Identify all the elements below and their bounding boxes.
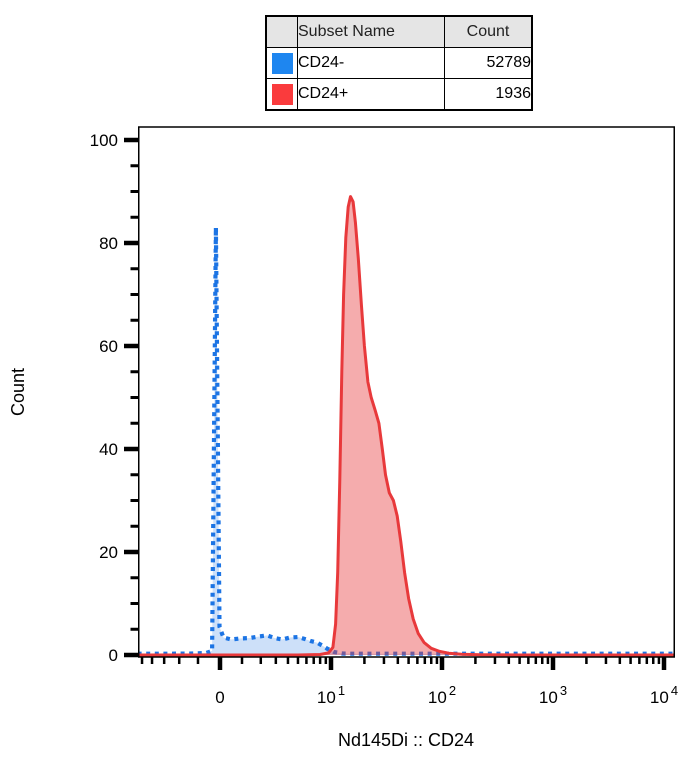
x-minor-tick [363, 657, 366, 664]
y-major-tick [124, 549, 139, 555]
y-minor-tick [130, 267, 139, 271]
axis-ticks [124, 137, 667, 670]
x-minor-tick [638, 657, 641, 664]
x-minor-tick [629, 657, 632, 664]
y-major-tick [124, 240, 139, 246]
x-tick-label: 0 [215, 688, 224, 707]
legend-swatch-header-cell [265, 15, 298, 48]
x-minor-tick [196, 657, 200, 664]
x-minor-tick [540, 657, 544, 664]
x-minor-tick [140, 657, 144, 664]
y-minor-tick [130, 602, 139, 605]
axis-tick-labels: 0 20 40 60 80 100 0 10 1 10 2 10 3 10 4 [90, 131, 678, 707]
histogram-curves [138, 195, 675, 657]
y-minor-tick [130, 164, 139, 168]
y-axis-title: Count [8, 368, 28, 416]
x-major-tick [661, 657, 667, 670]
table-row: CD24+ 1936 [265, 78, 533, 111]
x-minor-tick [604, 657, 608, 664]
plot-frame [138, 126, 675, 658]
x-minor-tick [259, 657, 263, 664]
legend-subset-header: Subset Name [297, 15, 445, 48]
y-major-tick [124, 446, 139, 452]
y-tick-label: 60 [99, 337, 118, 356]
x-minor-tick [518, 657, 521, 664]
x-minor-tick [177, 657, 181, 664]
y-major-tick [124, 137, 139, 143]
x-minor-tick [162, 657, 166, 664]
legend-swatch-cell [265, 78, 298, 111]
y-minor-tick [130, 190, 139, 193]
x-tick-label: 10 2 [428, 683, 456, 707]
x-major-tick [550, 657, 556, 670]
y-minor-tick [130, 576, 139, 580]
x-minor-tick [618, 657, 622, 664]
x-minor-tick [416, 657, 419, 664]
y-minor-tick [130, 524, 139, 528]
y-tick-label: 80 [99, 234, 118, 253]
x-tick-label: 10 3 [539, 683, 567, 707]
y-minor-tick [130, 370, 139, 374]
x-axis-title: Nd145Di :: CD24 [338, 730, 474, 750]
x-minor-tick [240, 657, 244, 664]
subset-count-cell: 52789 [444, 47, 533, 79]
x-minor-tick [429, 657, 433, 664]
legend-table: Subset Name Count CD24- 52789 CD24+ 1936 [265, 15, 533, 111]
table-row: CD24- 52789 [265, 47, 533, 79]
subset-count-cell: 1936 [444, 78, 533, 111]
x-tick-label: 10 4 [650, 683, 678, 707]
x-minor-tick [274, 657, 278, 664]
y-minor-tick [130, 421, 139, 425]
x-minor-tick [150, 657, 154, 664]
x-minor-tick [305, 657, 308, 664]
x-minor-tick [546, 657, 550, 664]
subset-name-cell: CD24+ [297, 78, 445, 111]
x-minor-tick [585, 657, 588, 664]
x-minor-tick [324, 657, 328, 664]
y-tick-label: 40 [99, 440, 118, 459]
x-tick-label: 10 1 [317, 683, 345, 707]
x-minor-tick [534, 657, 538, 664]
x-minor-tick [407, 657, 410, 664]
subset-name-cell: CD24- [297, 47, 445, 79]
x-major-tick [439, 657, 445, 670]
y-minor-tick [130, 499, 139, 502]
x-minor-tick [651, 657, 655, 664]
cd24-neg-color-swatch [271, 52, 293, 74]
x-minor-tick [527, 657, 530, 664]
y-minor-tick [130, 473, 139, 477]
x-minor-tick [645, 657, 649, 664]
x-minor-tick [396, 657, 400, 664]
series-line-CD24+ [138, 195, 675, 657]
y-tick-label: 0 [109, 646, 118, 665]
legend-swatch-cell [265, 47, 298, 79]
y-tick-label: 20 [99, 543, 118, 562]
y-major-tick [124, 652, 139, 658]
cd24-pos-color-swatch [271, 83, 293, 105]
x-minor-tick [657, 657, 661, 664]
x-minor-tick [474, 657, 477, 664]
series-line-CD24- [138, 225, 675, 656]
x-minor-tick [423, 657, 427, 664]
x-minor-tick [296, 657, 300, 664]
x-minor-tick [318, 657, 322, 664]
y-minor-tick [130, 627, 139, 631]
y-major-tick [124, 343, 139, 349]
y-minor-tick [130, 396, 139, 399]
x-major-tick [328, 657, 334, 670]
legend-header-row: Subset Name Count [265, 15, 533, 48]
x-minor-tick [286, 657, 290, 664]
x-minor-tick [507, 657, 511, 664]
y-minor-tick [130, 293, 139, 296]
x-minor-tick [493, 657, 497, 664]
x-minor-tick [312, 657, 315, 664]
x-minor-tick [435, 657, 439, 664]
y-tick-label: 100 [90, 131, 118, 150]
y-minor-tick [130, 215, 139, 219]
x-major-tick [217, 657, 223, 670]
x-minor-tick [382, 657, 386, 664]
y-minor-tick [130, 318, 139, 322]
